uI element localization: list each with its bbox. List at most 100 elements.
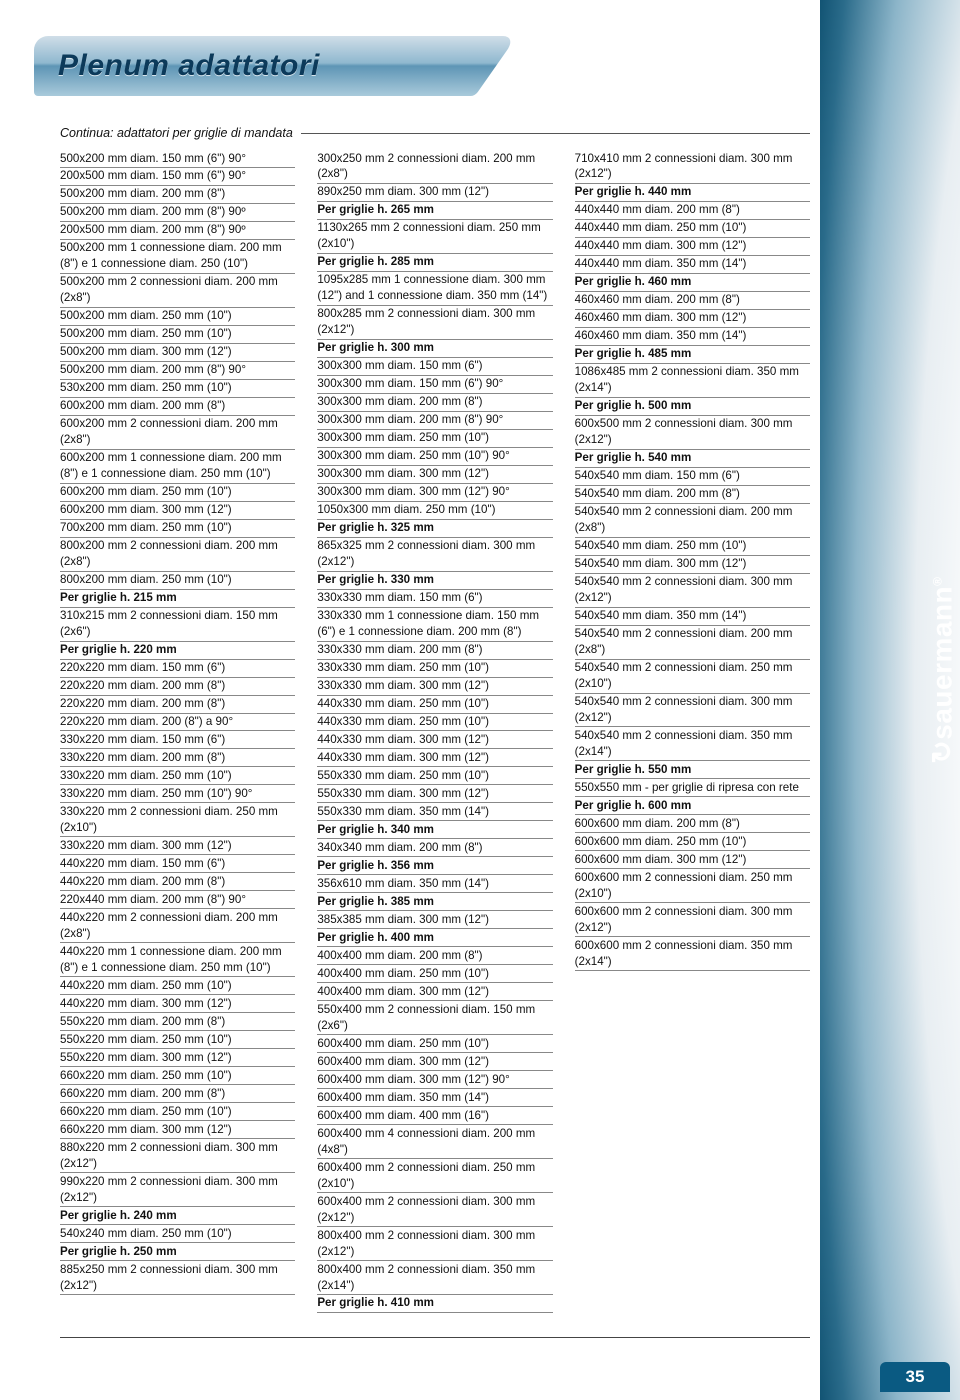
spec-row: 400x400 mm diam. 200 mm (8") xyxy=(317,947,552,965)
spec-row: 220x220 mm diam. 150 mm (6") xyxy=(60,660,295,678)
section-header: Per griglie h. 550 mm xyxy=(575,761,810,779)
spec-row: 530x200 mm diam. 250 mm (10") xyxy=(60,380,295,398)
subtitle-wrap: Continua: adattatori per griglie di mand… xyxy=(60,126,810,140)
section-header: Per griglie h. 440 mm xyxy=(575,184,810,202)
spec-row: 550x400 mm 2 connessioni diam. 150 mm (2… xyxy=(317,1001,552,1035)
spec-row: 460x460 mm diam. 200 mm (8") xyxy=(575,292,810,310)
spec-row: 300x300 mm diam. 250 mm (10") xyxy=(317,430,552,448)
brand-logo: ↻sauermann® xyxy=(926,577,959,764)
spec-row: 540x540 mm diam. 150 mm (6") xyxy=(575,468,810,486)
spec-row: 540x540 mm diam. 350 mm (14") xyxy=(575,608,810,626)
section-header: Per griglie h. 285 mm xyxy=(317,254,552,272)
spec-row: 440x220 mm diam. 300 mm (12") xyxy=(60,995,295,1013)
spec-row: 540x240 mm diam. 250 mm (10") xyxy=(60,1225,295,1243)
section-header: Per griglie h. 460 mm xyxy=(575,274,810,292)
spec-row: 330x330 mm 1 connessione diam. 150 mm (6… xyxy=(317,608,552,642)
brand-text: sauermann xyxy=(927,586,958,740)
spec-row: 550x330 mm diam. 300 mm (12") xyxy=(317,785,552,803)
spec-row: 440x220 mm diam. 250 mm (10") xyxy=(60,977,295,995)
spec-row: 330x330 mm diam. 200 mm (8") xyxy=(317,642,552,660)
subtitle: Continua: adattatori per griglie di mand… xyxy=(60,126,301,140)
spec-row: 440x220 mm diam. 150 mm (6") xyxy=(60,855,295,873)
spec-row: 300x300 mm diam. 300 mm (12") 90° xyxy=(317,484,552,502)
spec-row: 460x460 mm diam. 300 mm (12") xyxy=(575,310,810,328)
spec-row: 800x400 mm 2 connessioni diam. 300 mm (2… xyxy=(317,1227,552,1261)
spec-row: 300x300 mm diam. 150 mm (6") xyxy=(317,358,552,376)
spec-row: 540x540 mm 2 connessioni diam. 300 mm (2… xyxy=(575,574,810,608)
spec-row: 600x400 mm 2 connessioni diam. 300 mm (2… xyxy=(317,1193,552,1227)
page-number-tab: 35 xyxy=(880,1362,950,1392)
spec-row: 200x500 mm diam. 150 mm (6") 90° xyxy=(60,168,295,186)
spec-row: 880x220 mm 2 connessioni diam. 300 mm (2… xyxy=(60,1139,295,1173)
spec-row: 800x200 mm 2 connessioni diam. 200 mm (2… xyxy=(60,538,295,572)
spec-row: 330x330 mm diam. 300 mm (12") xyxy=(317,678,552,696)
section-header: Per griglie h. 356 mm xyxy=(317,857,552,875)
spec-row: 440x220 mm diam. 200 mm (8") xyxy=(60,873,295,891)
spec-row: 550x330 mm diam. 250 mm (10") xyxy=(317,767,552,785)
spec-row: 330x220 mm diam. 250 mm (10") xyxy=(60,767,295,785)
spec-row: 300x300 mm diam. 250 mm (10") 90° xyxy=(317,448,552,466)
brand-registered: ® xyxy=(930,577,944,586)
spec-row: 400x400 mm diam. 250 mm (10") xyxy=(317,965,552,983)
section-header: Per griglie h. 400 mm xyxy=(317,929,552,947)
spec-row: 660x220 mm diam. 250 mm (10") xyxy=(60,1103,295,1121)
spec-row: 600x600 mm diam. 250 mm (10") xyxy=(575,833,810,851)
spec-row: 300x300 mm diam. 200 mm (8") xyxy=(317,394,552,412)
spec-row: 330x220 mm diam. 250 mm (10") 90° xyxy=(60,785,295,803)
spec-row: 385x385 mm diam. 300 mm (12") xyxy=(317,911,552,929)
spec-row: 540x540 mm 2 connessioni diam. 300 mm (2… xyxy=(575,694,810,728)
spec-row: 356x610 mm diam. 350 mm (14") xyxy=(317,875,552,893)
section-header: Per griglie h. 250 mm xyxy=(60,1243,295,1261)
spec-row: 440x330 mm diam. 250 mm (10") xyxy=(317,714,552,732)
spec-row: 500x200 mm diam. 150 mm (6") 90° xyxy=(60,150,295,168)
spec-row: 300x300 mm diam. 200 mm (8") 90° xyxy=(317,412,552,430)
section-header: Per griglie h. 385 mm xyxy=(317,893,552,911)
spec-row: 600x200 mm diam. 250 mm (10") xyxy=(60,484,295,502)
spec-row: 440x330 mm diam. 250 mm (10") xyxy=(317,696,552,714)
spec-row: 540x540 mm diam. 200 mm (8") xyxy=(575,486,810,504)
spec-row: 330x220 mm diam. 150 mm (6") xyxy=(60,731,295,749)
spec-row: 440x440 mm diam. 250 mm (10") xyxy=(575,220,810,238)
spec-row: 550x550 mm - per griglie di ripresa con … xyxy=(575,779,810,797)
spec-row: 600x600 mm 2 connessioni diam. 300 mm (2… xyxy=(575,903,810,937)
spec-row: 660x220 mm diam. 200 mm (8") xyxy=(60,1085,295,1103)
footer-divider xyxy=(60,1337,810,1338)
spec-row: 400x400 mm diam. 300 mm (12") xyxy=(317,983,552,1001)
section-header: Per griglie h. 410 mm xyxy=(317,1295,552,1313)
spec-row: 220x220 mm diam. 200 mm (8") xyxy=(60,678,295,696)
spec-row: 710x410 mm 2 connessioni diam. 300 mm (2… xyxy=(575,150,810,184)
spec-row: 600x600 mm 2 connessioni diam. 350 mm (2… xyxy=(575,937,810,971)
spec-row: 440x330 mm diam. 300 mm (12") xyxy=(317,731,552,749)
spec-row: 500x200 mm diam. 250 mm (10") xyxy=(60,326,295,344)
section-header: Per griglie h. 220 mm xyxy=(60,642,295,660)
subtitle-divider xyxy=(301,133,810,134)
section-header: Per griglie h. 340 mm xyxy=(317,821,552,839)
spec-row: 865x325 mm 2 connessioni diam. 300 mm (2… xyxy=(317,538,552,572)
section-header: Per griglie h. 240 mm xyxy=(60,1207,295,1225)
spec-row: 990x220 mm 2 connessioni diam. 300 mm (2… xyxy=(60,1173,295,1207)
section-header: Per griglie h. 500 mm xyxy=(575,398,810,416)
spec-row: 300x250 mm 2 connessioni diam. 200 mm (2… xyxy=(317,150,552,184)
spec-row: 300x300 mm diam. 150 mm (6") 90° xyxy=(317,376,552,394)
spec-row: 500x200 mm diam. 200 mm (8") 90º xyxy=(60,204,295,222)
section-header: Per griglie h. 600 mm xyxy=(575,797,810,815)
spec-row: 500x200 mm 1 connessione diam. 200 mm (8… xyxy=(60,240,295,274)
spec-row: 600x200 mm 1 connessione diam. 200 mm (8… xyxy=(60,450,295,484)
spec-row: 540x540 mm 2 connessioni diam. 350 mm (2… xyxy=(575,727,810,761)
spec-row: 540x540 mm diam. 300 mm (12") xyxy=(575,556,810,574)
spec-row: 540x540 mm diam. 250 mm (10") xyxy=(575,538,810,556)
spec-row: 660x220 mm diam. 250 mm (10") xyxy=(60,1067,295,1085)
spec-row: 700x200 mm diam. 250 mm (10") xyxy=(60,520,295,538)
spec-row: 550x330 mm diam. 350 mm (14") xyxy=(317,803,552,821)
spec-row: 440x220 mm 2 connessioni diam. 200 mm (2… xyxy=(60,909,295,943)
spec-row: 600x200 mm diam. 200 mm (8") xyxy=(60,398,295,416)
spec-row: 600x400 mm diam. 300 mm (12") 90° xyxy=(317,1071,552,1089)
spec-row: 1095x285 mm 1 connessione diam. 300 mm (… xyxy=(317,272,552,306)
spec-row: 800x200 mm diam. 250 mm (10") xyxy=(60,572,295,590)
spec-row: 440x330 mm diam. 300 mm (12") xyxy=(317,749,552,767)
spec-row: 440x220 mm 1 connessione diam. 200 mm (8… xyxy=(60,943,295,977)
spec-row: 460x460 mm diam. 350 mm (14") xyxy=(575,328,810,346)
spec-row: 500x200 mm 2 connessioni diam. 200 mm (2… xyxy=(60,274,295,308)
section-header: Per griglie h. 265 mm xyxy=(317,202,552,220)
spec-row: 600x400 mm 4 connessioni diam. 200 mm (4… xyxy=(317,1125,552,1159)
